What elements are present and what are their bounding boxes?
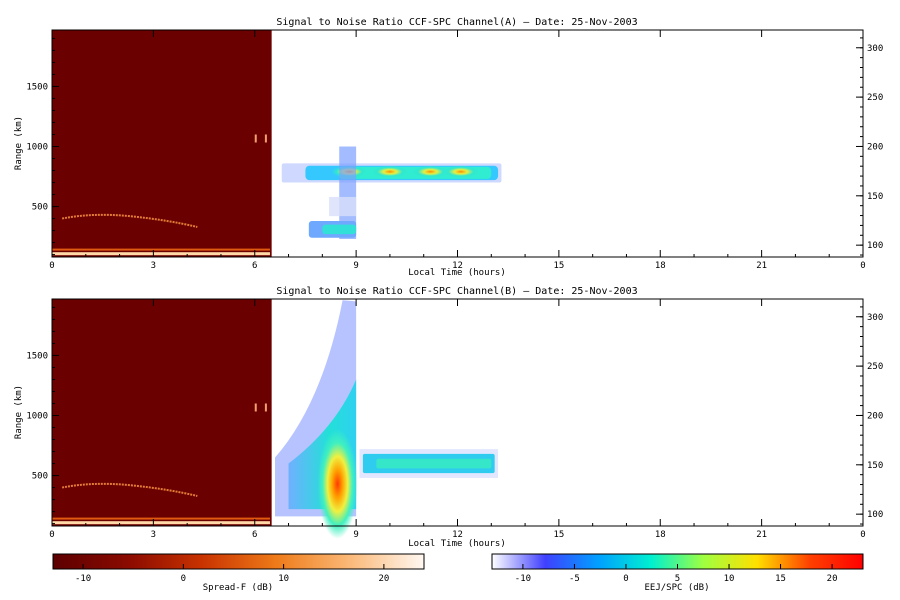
colorbar-eej: -10 -5 0 5 10 15 20 EEJ/SPC (dB) <box>491 553 864 593</box>
colorbar-tick-label: 10 <box>724 574 735 584</box>
spread-f-echo-band <box>52 252 270 256</box>
colorbar-tick-label: 0 <box>181 574 186 584</box>
colorbar-spread-f-ticks: -10 0 10 20 <box>75 564 389 584</box>
x-tick-label: 9 <box>353 530 358 540</box>
y-tick-label: 500 <box>32 203 48 213</box>
colorbar-tick-label: 20 <box>827 574 838 584</box>
panel-a-ylabel: Range (km) <box>14 116 24 170</box>
x-tick-label: 0 <box>860 530 865 540</box>
x-tick-label: 3 <box>151 530 156 540</box>
y-tick-label: 1500 <box>26 351 48 361</box>
colorbar-spread-f-label: Spread-F (dB) <box>203 583 273 593</box>
x-tick-label: 21 <box>756 530 767 540</box>
y-tick-label: 1500 <box>26 82 48 92</box>
colorbar-tick-label: 20 <box>378 574 389 584</box>
x-tick-label: 6 <box>252 530 257 540</box>
panel-a-title: Signal to Noise Ratio CCF-SPC Channel(A)… <box>276 17 637 28</box>
panel-a-xlabel: Local Time (hours) <box>408 268 506 278</box>
panel-b-title: Signal to Noise Ratio CCF-SPC Channel(B)… <box>276 286 637 297</box>
spread-f-echo-mark <box>264 134 267 143</box>
colorbar-tick-label: 10 <box>278 574 289 584</box>
colorbar-spread-f: -10 0 10 20 Spread-F (dB) <box>52 553 425 593</box>
y-tick-label: 1000 <box>26 143 48 153</box>
spread-f-echo-band <box>52 517 270 520</box>
y2-tick-label: 300 <box>867 313 883 323</box>
colorbar-tick-label: 5 <box>675 574 680 584</box>
y2-tick-label: 300 <box>867 44 883 54</box>
x-tick-label: 0 <box>49 530 54 540</box>
x-tick-label: 15 <box>553 261 564 271</box>
eej-layer-core <box>376 458 492 469</box>
y2-tick-label: 200 <box>867 142 883 152</box>
y-tick-label: 500 <box>32 472 48 482</box>
y-tick-label: 1000 <box>26 412 48 422</box>
colorbar-tick-label: -10 <box>515 574 531 584</box>
eej-hotspot <box>412 165 449 178</box>
x-tick-label: 9 <box>353 261 358 271</box>
spread-f-echo-streak <box>61 482 198 497</box>
x-tick-label: 18 <box>655 530 666 540</box>
x-tick-label: 0 <box>49 261 54 271</box>
panel-b-axes: 0 3 6 9 12 15 18 21 0 500 1000 1500 100 150 200 250 300 <box>26 299 883 540</box>
x-tick-label: 12 <box>452 530 463 540</box>
panel-b-ylabel: Range (km) <box>14 385 24 439</box>
y2-tick-label: 150 <box>867 192 883 202</box>
panel-b: Signal to Noise Ratio CCF-SPC Channel(B)… <box>14 286 883 549</box>
x-tick-label: 15 <box>553 530 564 540</box>
x-tick-label: 18 <box>655 261 666 271</box>
eej-scatter <box>329 196 357 217</box>
colorbar-spread-f-bar <box>52 553 425 570</box>
panel-a-axes: 0 3 6 9 12 15 18 21 0 500 1000 1500 100 150 200 250 300 <box>26 30 883 271</box>
spread-f-echo-streak <box>61 213 198 228</box>
y2-tick-label: 250 <box>867 93 883 103</box>
panel-a: Signal to Noise Ratio CCF-SPC Channel(A)… <box>14 17 883 278</box>
panel-b-xlabel: Local Time (hours) <box>408 539 506 549</box>
eej-low-layer-core <box>322 224 357 235</box>
spread-f-echo-mark <box>254 134 257 143</box>
x-tick-label: 3 <box>151 261 156 271</box>
spread-f-echo-mark <box>254 403 257 412</box>
eej-hotspot <box>371 165 408 178</box>
y2-tick-label: 100 <box>867 510 883 520</box>
colorbar-tick-label: -5 <box>569 574 580 584</box>
x-tick-label: 21 <box>756 261 767 271</box>
spread-f-region <box>52 299 272 526</box>
spread-f-echo-band <box>52 521 270 525</box>
spread-f-echo-mark <box>264 403 267 412</box>
x-tick-label: 0 <box>860 261 865 271</box>
colorbar-tick-label: -10 <box>75 574 91 584</box>
eej-hotspot <box>442 165 479 178</box>
spread-f-region <box>52 30 272 257</box>
eej-plume-hotspot <box>317 428 358 539</box>
y2-tick-label: 100 <box>867 241 883 251</box>
x-tick-label: 12 <box>452 261 463 271</box>
y2-tick-label: 150 <box>867 461 883 471</box>
y2-tick-label: 200 <box>867 411 883 421</box>
x-tick-label: 6 <box>252 261 257 271</box>
colorbar-eej-label: EEJ/SPC (dB) <box>644 583 709 593</box>
panel-a-heatmap <box>52 30 502 257</box>
colorbar-tick-label: 15 <box>775 574 786 584</box>
colorbar-eej-ticks: -10 -5 0 5 10 15 20 <box>515 564 838 584</box>
spread-f-echo-band <box>52 248 270 251</box>
colorbar-tick-label: 0 <box>623 574 628 584</box>
y2-tick-label: 250 <box>867 362 883 372</box>
panel-b-heatmap <box>52 299 499 539</box>
